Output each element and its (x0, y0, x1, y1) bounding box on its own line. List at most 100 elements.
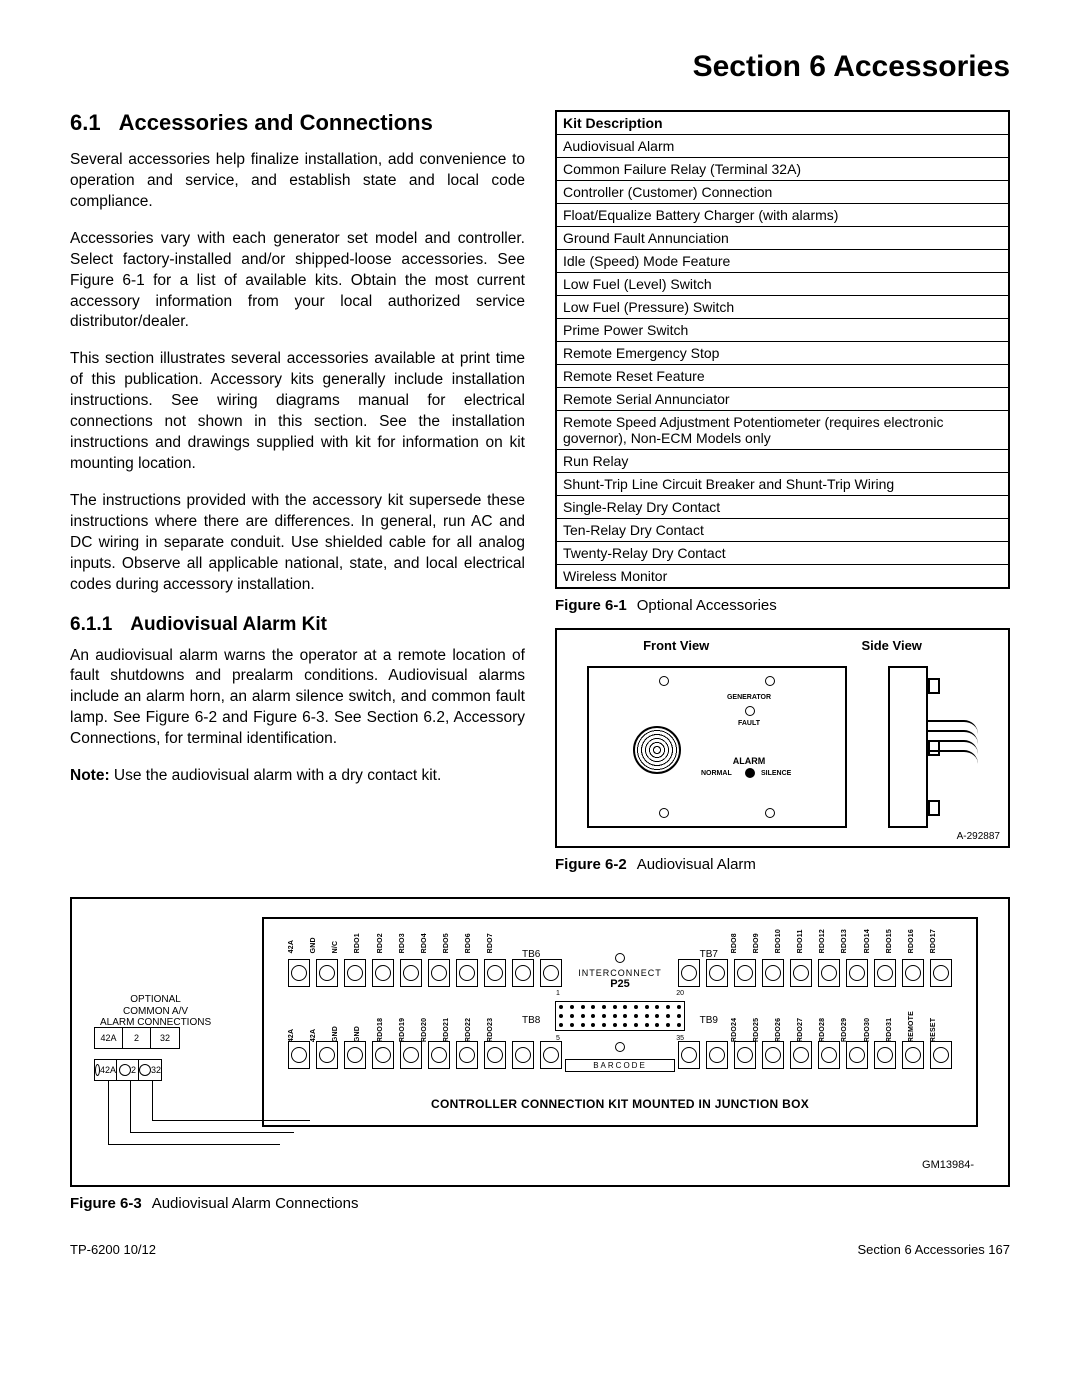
barcode-label: BARCODE (565, 1059, 675, 1072)
terminal-icon (902, 1041, 924, 1069)
mini-terminal-strip-1: 42A 2 32 (94, 1027, 180, 1049)
terminal-icon (762, 959, 784, 987)
two-columns: 6.1 Accessories and Connections Several … (70, 110, 1010, 887)
heading-number: 6.1 (70, 110, 101, 136)
paragraph: The instructions provided with the acces… (70, 491, 525, 596)
mount-hole-icon (765, 676, 775, 686)
figure-number: Figure 6-1 (555, 597, 627, 614)
terminal-icon (372, 1041, 394, 1069)
kit-cell: Float/Equalize Battery Charger (with ala… (556, 204, 1009, 227)
page: Section 6 Accessories 6.1 Accessories an… (0, 0, 1080, 1287)
table-row: Remote Speed Adjustment Potentiometer (r… (556, 411, 1009, 450)
terminal-icon (372, 959, 394, 987)
terminal-icon (484, 1041, 506, 1069)
terminal-icon (762, 1041, 784, 1069)
kit-cell: Remote Reset Feature (556, 365, 1009, 388)
mount-hole-icon (659, 808, 669, 818)
figure-6-3-box: OPTIONAL COMMON A/V ALARM CONNECTIONS 42… (70, 897, 1010, 1187)
kit-cell: Run Relay (556, 450, 1009, 473)
figure-6-3-caption: Figure 6-3 Audiovisual Alarm Connections (70, 1195, 1010, 1212)
side-view-label: Side View (861, 638, 921, 653)
kit-tbody: Audiovisual AlarmCommon Failure Relay (T… (556, 135, 1009, 589)
right-column: Kit Description Audiovisual AlarmCommon … (555, 110, 1010, 887)
figure-text: Audiovisual Alarm (637, 856, 756, 873)
terminal-icon (400, 959, 422, 987)
latch-icon (928, 678, 940, 694)
kit-cell: Remote Serial Annunciator (556, 388, 1009, 411)
speaker-icon (633, 726, 681, 774)
table-row: Remote Reset Feature (556, 365, 1009, 388)
kit-cell: Single-Relay Dry Contact (556, 496, 1009, 519)
kit-cell: Remote Emergency Stop (556, 342, 1009, 365)
pin-label: 35 (676, 1035, 684, 1042)
kit-cell: Ground Fault Annunciation (556, 227, 1009, 250)
paragraph: Several accessories help finalize instal… (70, 150, 525, 213)
kit-cell: Ten-Relay Dry Contact (556, 519, 1009, 542)
paragraph: An audiovisual alarm warns the operator … (70, 646, 525, 751)
terminal-icon (818, 1041, 840, 1069)
table-row: Remote Serial Annunciator (556, 388, 1009, 411)
terminal-icon (790, 1041, 812, 1069)
kit-cell: Twenty-Relay Dry Contact (556, 542, 1009, 565)
paragraph: This section illustrates several accesso… (70, 349, 525, 475)
terminal-icon (846, 959, 868, 987)
tb7-label: TB7 (700, 949, 718, 960)
terminal-cell: 42A (95, 1028, 123, 1048)
terminal-icon (790, 959, 812, 987)
terminal-cell: 2 (123, 1028, 151, 1048)
terminal-icon (734, 1041, 756, 1069)
terminal-icon (428, 959, 450, 987)
terminal-icon (512, 959, 534, 987)
table-row: Run Relay (556, 450, 1009, 473)
section-title: Section 6 Accessories (70, 50, 1010, 84)
mount-hole-icon (765, 808, 775, 818)
kit-cell: Remote Speed Adjustment Potentiometer (r… (556, 411, 1009, 450)
table-row: Wireless Monitor (556, 565, 1009, 589)
mount-hole-icon (659, 676, 669, 686)
side-panel (888, 666, 928, 828)
terminal-icon (874, 959, 896, 987)
page-footer: TP-6200 10/12 Section 6 Accessories 167 (70, 1242, 1010, 1257)
heading-number: 6.1.1 (70, 614, 112, 636)
latch-icon (928, 800, 940, 816)
fault-label: FAULT (719, 720, 779, 727)
terminal-icon (456, 1041, 478, 1069)
figure-text: Optional Accessories (637, 597, 777, 614)
heading-text: Audiovisual Alarm Kit (130, 614, 327, 636)
part-number: A-292887 (957, 831, 1000, 842)
figure-number: Figure 6-2 (555, 856, 627, 873)
silence-label: SILENCE (761, 770, 791, 777)
table-row: Single-Relay Dry Contact (556, 496, 1009, 519)
figure-text: Audiovisual Alarm Connections (152, 1195, 359, 1212)
terminal-icon (316, 959, 338, 987)
heading-text: Accessories and Connections (119, 110, 433, 136)
table-row: Prime Power Switch (556, 319, 1009, 342)
terminal-icon (930, 959, 952, 987)
figure-6-2-caption: Figure 6-2 Audiovisual Alarm (555, 856, 1010, 873)
terminal-icon (316, 1041, 338, 1069)
figure-6-1-caption: Figure 6-1 Optional Accessories (555, 597, 1010, 614)
terminal-cell: 42A (95, 1060, 117, 1080)
terminal-icon (484, 959, 506, 987)
interconnect-label: INTERCONNECT (540, 968, 700, 978)
table-row: Idle (Speed) Mode Feature (556, 250, 1009, 273)
led-icon (745, 706, 755, 716)
kit-cell: Prime Power Switch (556, 319, 1009, 342)
terminal-icon (288, 1041, 310, 1069)
kit-cell: Audiovisual Alarm (556, 135, 1009, 158)
wires-icon (928, 720, 988, 790)
switch-icon (745, 768, 755, 778)
jbox-caption: CONTROLLER CONNECTION KIT MOUNTED IN JUN… (264, 1097, 976, 1111)
table-row: Ten-Relay Dry Contact (556, 519, 1009, 542)
terminal-icon (874, 1041, 896, 1069)
tb9-label: TB9 (700, 1015, 718, 1026)
terminal-icon (734, 959, 756, 987)
kit-cell: Wireless Monitor (556, 565, 1009, 589)
table-row: Low Fuel (Pressure) Switch (556, 296, 1009, 319)
footer-right: Section 6 Accessories 167 (858, 1242, 1010, 1257)
terminal-icon (846, 1041, 868, 1069)
table-row: Low Fuel (Level) Switch (556, 273, 1009, 296)
figure-number: Figure 6-3 (70, 1195, 142, 1212)
av-line2: COMMON A/V (123, 1006, 188, 1017)
av-connections-label: OPTIONAL COMMON A/V ALARM CONNECTIONS (100, 994, 211, 1029)
